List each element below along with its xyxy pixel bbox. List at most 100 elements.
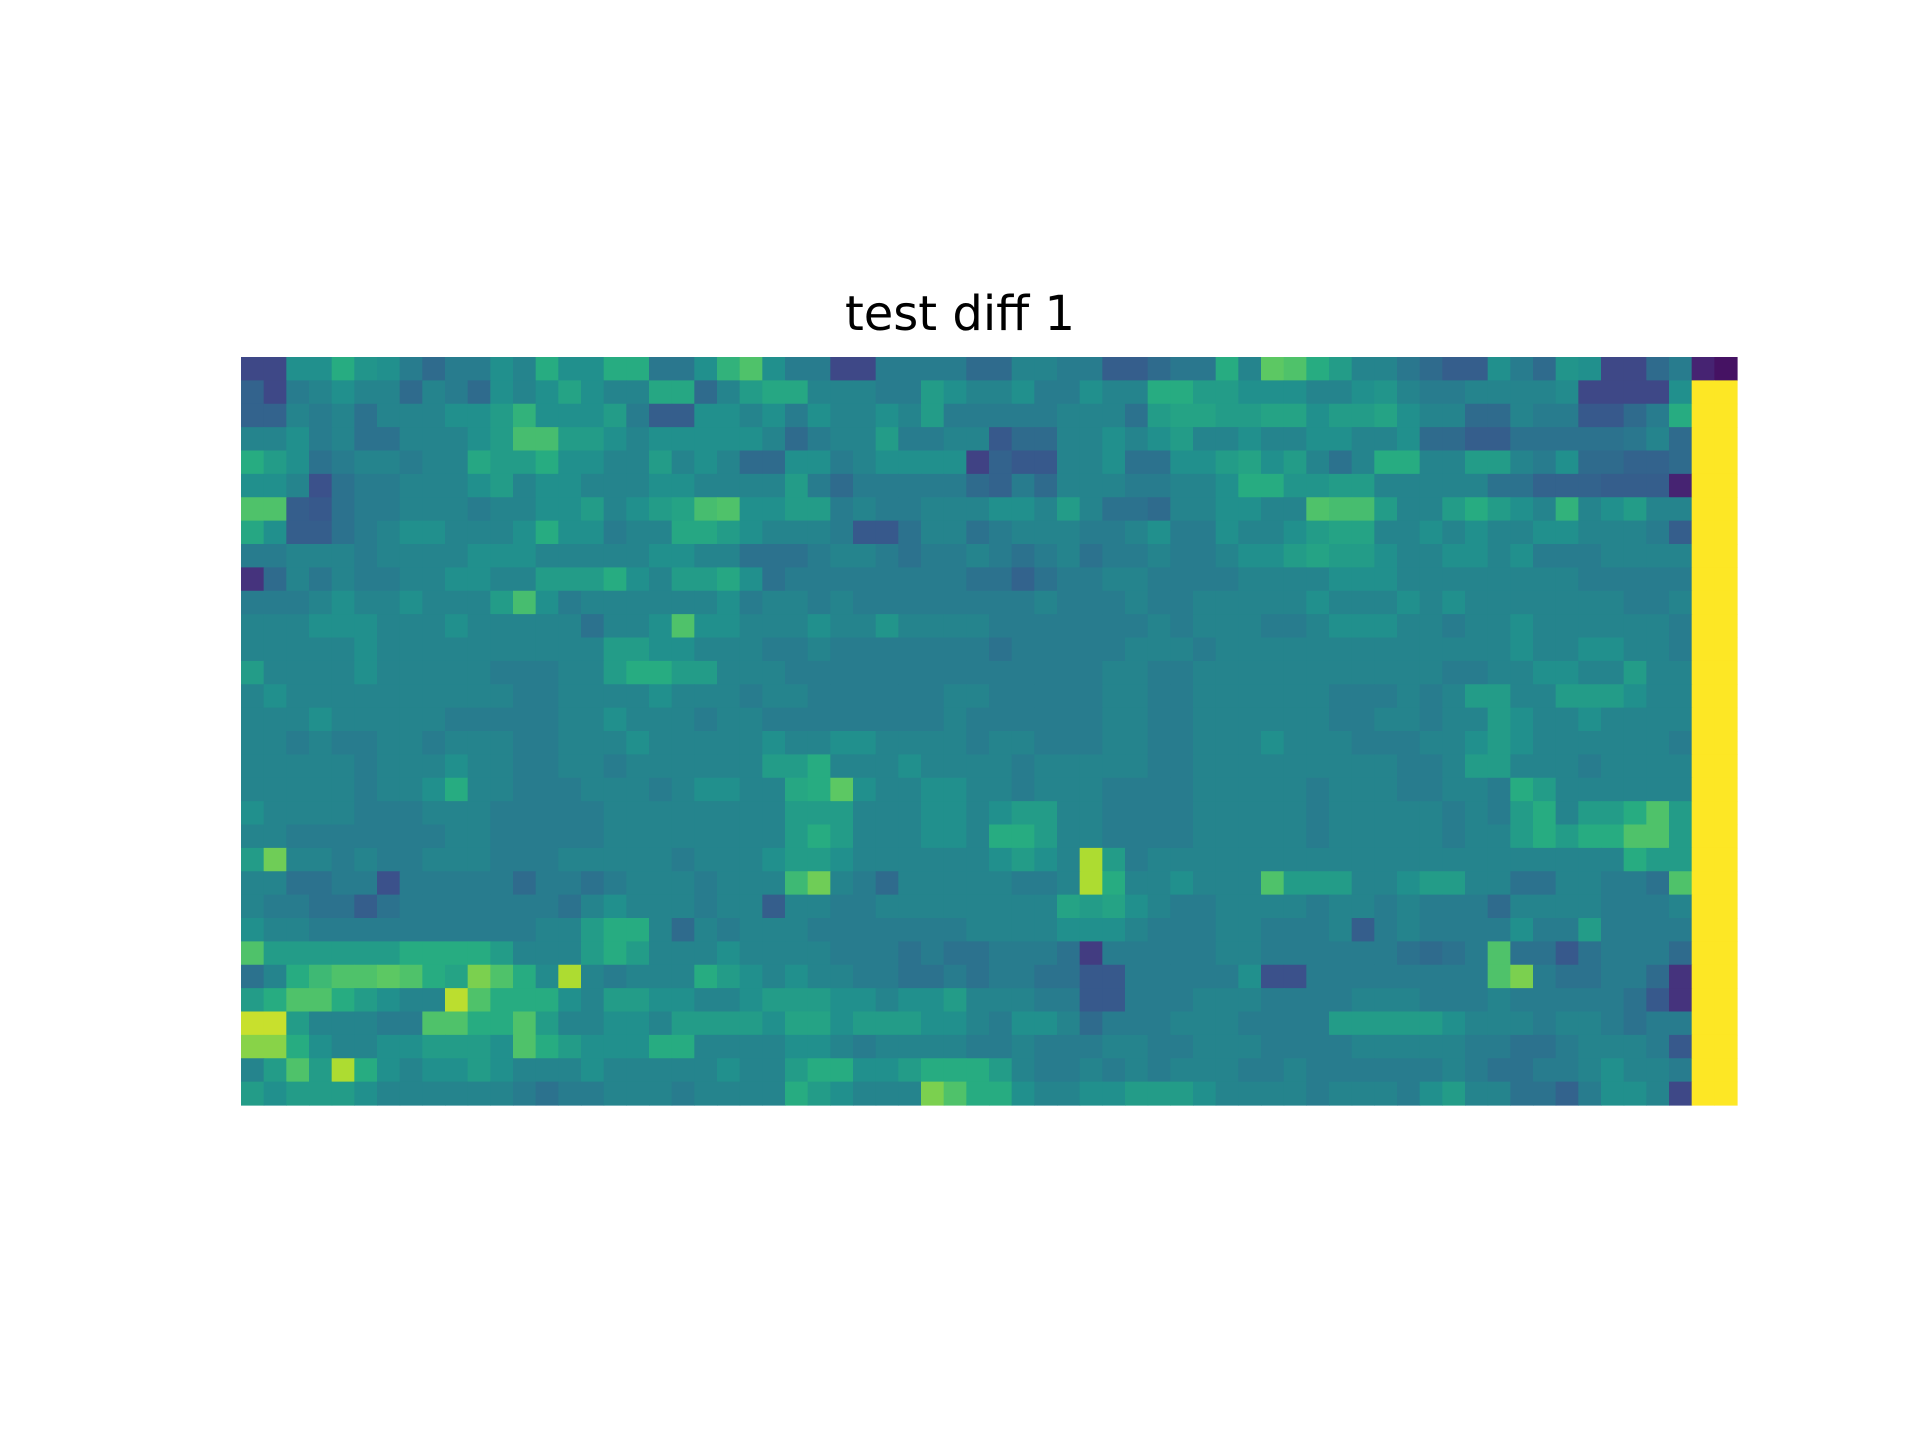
heatmap-cell xyxy=(1102,731,1126,755)
heatmap-cell xyxy=(1125,1011,1149,1036)
heatmap-cell xyxy=(331,660,355,685)
heatmap-cell xyxy=(490,1011,514,1036)
heatmap-cell xyxy=(354,473,378,498)
heatmap-cell xyxy=(1306,941,1330,966)
heatmap-cell xyxy=(1374,380,1398,405)
heatmap-cell xyxy=(354,871,378,896)
heatmap-cell xyxy=(1215,450,1239,475)
heatmap-cell xyxy=(830,473,854,498)
heatmap-cell xyxy=(1351,380,1375,405)
heatmap-cell xyxy=(309,824,333,849)
heatmap-cell xyxy=(1102,1058,1126,1083)
heatmap-cell xyxy=(467,520,491,545)
heatmap-cell xyxy=(717,544,741,568)
heatmap-cell xyxy=(1419,1081,1443,1106)
heatmap-cell xyxy=(513,473,537,498)
heatmap-cell xyxy=(513,590,537,615)
heatmap-cell xyxy=(649,777,673,802)
heatmap-cell xyxy=(671,427,695,452)
heatmap-cell xyxy=(830,684,854,709)
heatmap-cell xyxy=(626,403,650,428)
heatmap-cell xyxy=(1397,450,1421,475)
heatmap-cell xyxy=(1147,450,1171,475)
heatmap-cell xyxy=(1306,450,1330,475)
heatmap-cell xyxy=(399,1034,423,1059)
heatmap-cell xyxy=(1147,988,1171,1013)
heatmap-cell xyxy=(1442,1034,1466,1059)
heatmap-cell xyxy=(286,777,310,802)
heatmap-cell xyxy=(1034,847,1058,872)
heatmap-cell xyxy=(1329,894,1353,919)
heatmap-cell xyxy=(1374,1081,1398,1106)
heatmap-cell xyxy=(535,1011,559,1036)
heatmap-cell xyxy=(1578,1058,1602,1083)
heatmap-cell xyxy=(263,731,287,755)
heatmap-cell xyxy=(1102,380,1126,405)
heatmap-cell xyxy=(1623,427,1647,452)
heatmap-cell xyxy=(1646,707,1670,732)
heatmap-cell xyxy=(853,637,877,662)
heatmap-cell xyxy=(762,590,786,615)
heatmap-cell xyxy=(807,660,831,685)
heatmap-cell xyxy=(1011,427,1035,452)
heatmap-cell xyxy=(1669,824,1693,849)
heatmap-cell xyxy=(603,941,627,966)
heatmap-cell xyxy=(1465,450,1489,475)
heatmap-cell xyxy=(694,941,718,966)
heatmap-cell xyxy=(989,1058,1013,1083)
heatmap-cell xyxy=(807,824,831,849)
heatmap-cell xyxy=(1714,637,1738,662)
heatmap-cell xyxy=(241,520,265,545)
heatmap-cell xyxy=(1419,941,1443,966)
heatmap-cell xyxy=(1351,614,1375,639)
heatmap-cell xyxy=(1079,871,1103,896)
heatmap-cell xyxy=(807,964,831,989)
heatmap-cell xyxy=(1601,941,1625,966)
heatmap-cell xyxy=(558,357,582,381)
heatmap-cell xyxy=(1079,964,1103,989)
heatmap-cell xyxy=(1623,357,1647,381)
heatmap-cell xyxy=(898,1034,922,1059)
heatmap-cell xyxy=(1057,567,1081,592)
heatmap-cell xyxy=(467,473,491,498)
heatmap-cell xyxy=(603,707,627,732)
heatmap-cell xyxy=(739,590,763,615)
heatmap-cell xyxy=(1215,660,1239,685)
heatmap-cell xyxy=(1442,754,1466,779)
heatmap-cell xyxy=(1351,520,1375,545)
heatmap-cell xyxy=(921,964,945,989)
heatmap-cell xyxy=(1306,567,1330,592)
heatmap-cell xyxy=(966,754,990,779)
heatmap-cell xyxy=(1374,707,1398,732)
heatmap-cell xyxy=(875,520,899,545)
heatmap-cell xyxy=(671,707,695,732)
heatmap-cell xyxy=(1397,871,1421,896)
heatmap-cell xyxy=(1669,380,1693,405)
heatmap-cell xyxy=(286,614,310,639)
heatmap-cell xyxy=(1442,380,1466,405)
heatmap-cell xyxy=(490,567,514,592)
heatmap-cell xyxy=(921,918,945,942)
heatmap-cell xyxy=(1034,1081,1058,1106)
heatmap-cell xyxy=(1623,754,1647,779)
heatmap-cell xyxy=(1147,871,1171,896)
heatmap-cell xyxy=(785,988,809,1013)
heatmap-cell xyxy=(377,964,401,989)
heatmap-cell xyxy=(581,544,605,568)
heatmap-cell xyxy=(558,1081,582,1106)
heatmap-cell xyxy=(739,403,763,428)
heatmap-cell xyxy=(1374,988,1398,1013)
heatmap-cell xyxy=(331,1081,355,1106)
heatmap-cell xyxy=(1329,941,1353,966)
heatmap-cell xyxy=(286,1081,310,1106)
heatmap-cell xyxy=(853,801,877,826)
heatmap-cell xyxy=(1011,660,1035,685)
heatmap-cell xyxy=(581,1081,605,1106)
heatmap-cell xyxy=(1011,590,1035,615)
heatmap-cell xyxy=(1465,754,1489,779)
heatmap-cell xyxy=(1646,1034,1670,1059)
heatmap-cell xyxy=(830,590,854,615)
heatmap-cell xyxy=(1578,1011,1602,1036)
heatmap-cell xyxy=(694,544,718,568)
heatmap-cell xyxy=(1601,847,1625,872)
